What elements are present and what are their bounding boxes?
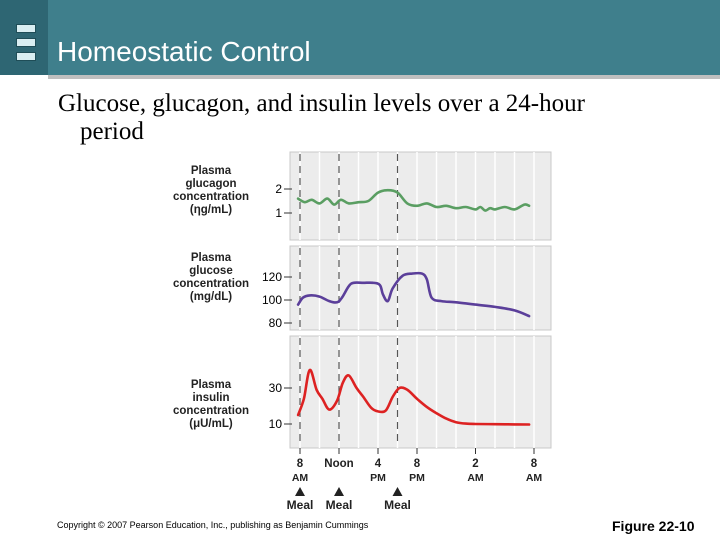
glucagon-axis-label: Plasma (191, 165, 232, 177)
subtitle-line-2: period (80, 118, 144, 145)
glucagon-panel (289, 151, 552, 241)
header-divider (48, 75, 720, 79)
meal-label: Meal (287, 498, 314, 512)
insulin-axis-label: concentration (173, 405, 249, 417)
glucagon-axis-label: glucagon (185, 178, 236, 190)
glucose-axis-label: (mg/dL) (190, 291, 232, 303)
glucagon-ytick-label: 1 (275, 206, 282, 220)
insulin-axis-label: Plasma (191, 379, 232, 391)
glucagon-series-line (296, 188, 531, 212)
subtitle-line-1: Glucose, glucagon, and insulin levels ov… (58, 90, 585, 117)
x-tick-label: 2 (472, 458, 478, 470)
x-tick-label: 8 (414, 458, 421, 470)
glucose-panel (289, 245, 552, 331)
insulin-axis-label: insulin (192, 392, 229, 404)
meal-arrow-icon (392, 487, 403, 496)
slide-logo-icon (0, 0, 48, 75)
glucose-ytick-label: 80 (269, 316, 283, 330)
glucose-axis-label: glucose (189, 265, 232, 277)
meal-arrow-icon (295, 487, 305, 496)
glucose-ytick-label: 100 (262, 293, 282, 307)
x-tick-sublabel: PM (370, 472, 386, 484)
slide-header: Homeostatic Control (0, 0, 720, 75)
glucose-ytick-label: 120 (262, 270, 282, 284)
slide-title: Homeostatic Control (57, 36, 311, 67)
insulin-series-line (296, 368, 531, 426)
x-tick-label: 8 (297, 458, 304, 470)
x-tick-label: 8 (531, 458, 538, 470)
copyright-note: Copyright © 2007 Pearson Education, Inc.… (57, 520, 369, 530)
x-tick-sublabel: AM (526, 472, 543, 484)
insulin-panel (289, 335, 552, 449)
x-tick-sublabel: AM (467, 472, 484, 484)
glucose-axis-label: Plasma (191, 252, 232, 264)
glucagon-ytick-label: 2 (275, 182, 282, 196)
glucagon-axis-label: concentration (173, 191, 249, 203)
x-tick-sublabel: AM (292, 472, 309, 484)
glucose-series-line (296, 271, 531, 318)
figure-label: Figure 22-10 (612, 518, 695, 534)
meal-arrow-icon (334, 487, 344, 496)
insulin-ytick-label: 10 (269, 417, 283, 431)
slide-subtitle: Glucose, glucagon, and insulin levels ov… (58, 90, 678, 146)
x-tick-label: 4 (375, 458, 382, 470)
glucose-axis-label: concentration (173, 278, 249, 290)
insulin-axis-label: (μU/mL) (189, 418, 233, 430)
x-tick-label: Noon (324, 458, 353, 470)
insulin-ytick-label: 30 (269, 381, 283, 395)
x-tick-sublabel: PM (409, 472, 425, 484)
meal-label: Meal (384, 498, 411, 512)
meal-label: Meal (326, 498, 353, 512)
glucagon-axis-label: (ηg/mL) (190, 204, 232, 216)
